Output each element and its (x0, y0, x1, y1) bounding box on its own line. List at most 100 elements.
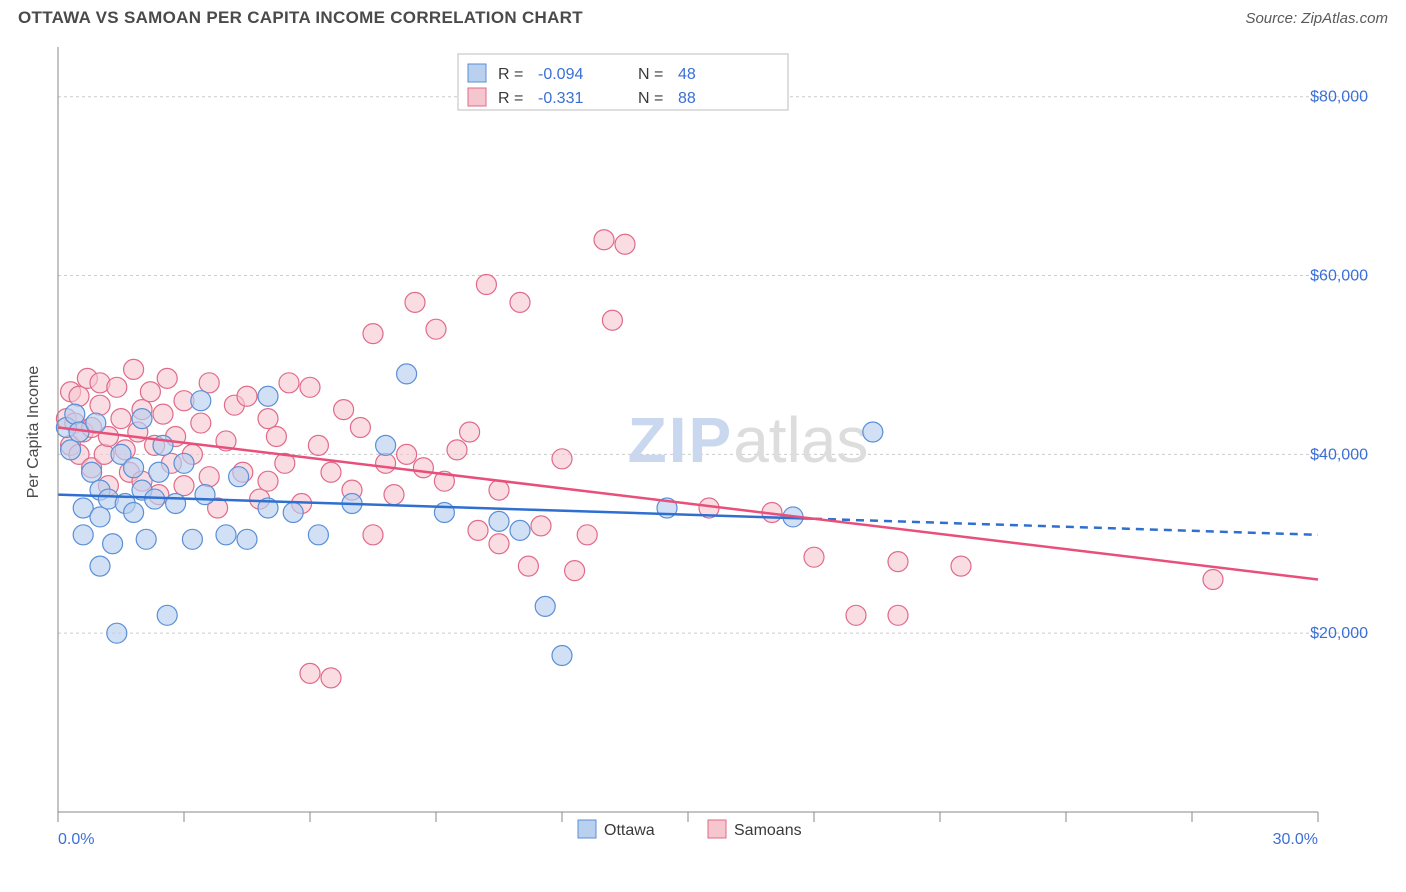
y-tick-label: $80,000 (1310, 89, 1368, 106)
data-point (124, 458, 144, 478)
data-point (468, 520, 488, 540)
data-point (140, 382, 160, 402)
data-point (283, 502, 303, 522)
data-point (174, 453, 194, 473)
data-point (90, 395, 110, 415)
data-point (363, 324, 383, 344)
data-point (90, 556, 110, 576)
legend-n-label: N = (638, 90, 663, 107)
legend-n-value-samoans: 88 (678, 90, 696, 107)
legend-swatch-samoans (468, 88, 486, 106)
x-max-label: 30.0% (1273, 831, 1318, 848)
data-point (258, 471, 278, 491)
data-point (888, 605, 908, 625)
data-point (552, 646, 572, 666)
data-point (397, 364, 417, 384)
legend-r-label: R = (498, 90, 523, 107)
data-point (199, 467, 219, 487)
legend-r-value-samoans: -0.331 (538, 90, 583, 107)
chart-container: $20,000 $40,000 $60,000 $80,000 Per Capita I… (18, 32, 1388, 892)
watermark: ZIPatlas (628, 404, 869, 476)
data-point (65, 404, 85, 424)
y-tick-label: $20,000 (1310, 625, 1368, 642)
data-point (594, 230, 614, 250)
data-point (308, 525, 328, 545)
data-point (300, 377, 320, 397)
data-point (426, 319, 446, 339)
data-point (863, 422, 883, 442)
data-point (195, 485, 215, 505)
data-point (111, 409, 131, 429)
legend-n-label: N = (638, 66, 663, 83)
data-point (518, 556, 538, 576)
data-point (182, 529, 202, 549)
legend-n-value-ottawa: 48 (678, 66, 696, 83)
data-point (1203, 570, 1223, 590)
data-point (258, 409, 278, 429)
data-point (376, 435, 396, 455)
data-point (153, 404, 173, 424)
data-point (132, 409, 152, 429)
data-point (124, 502, 144, 522)
data-point (107, 623, 127, 643)
bottom-legend-label-ottawa: Ottawa (604, 822, 655, 839)
data-point (376, 453, 396, 473)
data-point (216, 525, 236, 545)
data-point (888, 552, 908, 572)
data-point (308, 435, 328, 455)
data-point (321, 462, 341, 482)
data-point (136, 529, 156, 549)
data-point (321, 668, 341, 688)
data-point (157, 368, 177, 388)
x-min-label: 0.0% (58, 831, 94, 848)
data-point (489, 511, 509, 531)
data-point (191, 413, 211, 433)
bottom-legend-label-samoans: Samoans (734, 822, 802, 839)
chart-header: OTTAWA VS SAMOAN PER CAPITA INCOME CORRE… (0, 0, 1406, 32)
data-point (199, 373, 219, 393)
data-point (191, 391, 211, 411)
data-point (552, 449, 572, 469)
data-point (476, 274, 496, 294)
data-point (413, 458, 433, 478)
data-point (300, 663, 320, 683)
data-point (73, 525, 93, 545)
chart-title: OTTAWA VS SAMOAN PER CAPITA INCOME CORRE… (18, 8, 583, 28)
y-tick-label: $40,000 (1310, 446, 1368, 463)
data-point (237, 529, 257, 549)
bottom-legend-swatch-ottawa (578, 820, 596, 838)
legend-r-label: R = (498, 66, 523, 83)
y-tick-label: $60,000 (1310, 268, 1368, 285)
data-point (460, 422, 480, 442)
data-point (266, 426, 286, 446)
data-point (577, 525, 597, 545)
data-point (846, 605, 866, 625)
data-point (565, 561, 585, 581)
data-point (157, 605, 177, 625)
data-point (90, 507, 110, 527)
data-point (384, 485, 404, 505)
data-point (61, 440, 81, 460)
data-point (531, 516, 551, 536)
data-point (166, 494, 186, 514)
data-point (237, 386, 257, 406)
data-point (447, 440, 467, 460)
data-point (279, 373, 299, 393)
data-point (103, 534, 123, 554)
data-point (149, 462, 169, 482)
y-axis-label: Per Capita Income (25, 366, 42, 499)
chart-source: Source: ZipAtlas.com (1245, 10, 1388, 27)
legend-r-value-ottawa: -0.094 (538, 66, 583, 83)
data-point (615, 234, 635, 254)
data-point (124, 359, 144, 379)
data-point (69, 386, 89, 406)
data-point (229, 467, 249, 487)
legend-swatch-ottawa (468, 64, 486, 82)
data-point (397, 444, 417, 464)
data-point (174, 476, 194, 496)
data-point (350, 418, 370, 438)
data-point (405, 292, 425, 312)
data-point (107, 377, 127, 397)
data-point (258, 386, 278, 406)
data-point (510, 292, 530, 312)
